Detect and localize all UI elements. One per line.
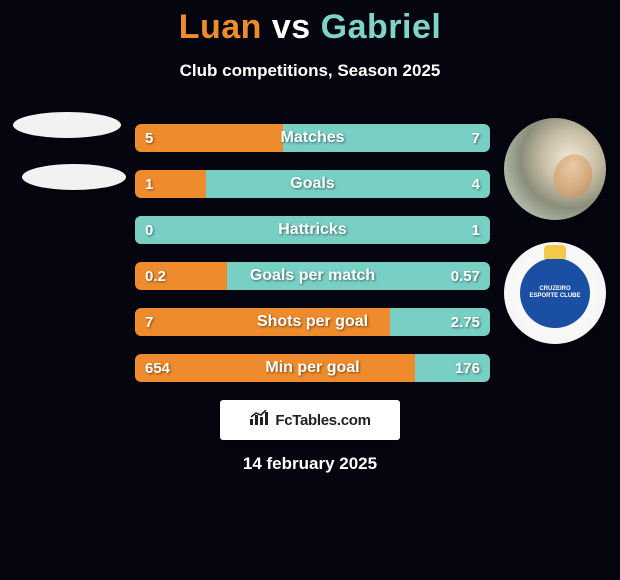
left-badge-placeholder [22, 164, 126, 190]
bar-value-right: 176 [455, 354, 480, 382]
bar-value-right: 4 [472, 170, 480, 198]
bar-fill-left [135, 124, 283, 152]
bar-fill-left [135, 354, 415, 382]
bar-value-right: 1 [472, 216, 480, 244]
bar-fill-left [135, 308, 390, 336]
bar-value-left: 654 [145, 354, 170, 382]
player-photo [504, 118, 606, 220]
vs-label: vs [272, 8, 311, 46]
club-crest: CRUZEIRO ESPORTE CLUBE [504, 242, 606, 344]
subtitle: Club competitions, Season 2025 [0, 61, 620, 81]
left-badge-placeholder [13, 112, 121, 138]
bar-value-right: 0.57 [451, 262, 480, 290]
comparison-bars: 57Matches14Goals01Hattricks0.20.57Goals … [135, 124, 490, 400]
page-title: Luan vs Gabriel [0, 0, 620, 47]
footer-date: 14 february 2025 [0, 454, 620, 474]
bar-row: 0.20.57Goals per match [135, 262, 490, 290]
bar-value-left: 7 [145, 308, 153, 336]
crest-text: CRUZEIRO ESPORTE CLUBE [520, 286, 590, 300]
bar-row: 01Hattricks [135, 216, 490, 244]
player1-name: Luan [179, 8, 262, 46]
bar-value-left: 5 [145, 124, 153, 152]
bar-value-left: 0.2 [145, 262, 166, 290]
brand-text: FcTables.com [275, 412, 370, 429]
crest-shield-icon: CRUZEIRO ESPORTE CLUBE [520, 258, 590, 328]
bar-row: 654176Min per goal [135, 354, 490, 382]
brand-chart-icon [249, 410, 269, 431]
bar-fill-right [206, 170, 490, 198]
bar-value-left: 1 [145, 170, 153, 198]
left-badge-column [4, 112, 129, 216]
bar-value-left: 0 [145, 216, 153, 244]
bar-row: 57Matches [135, 124, 490, 152]
right-badge-column: CRUZEIRO ESPORTE CLUBE [500, 118, 610, 366]
bar-fill-right [135, 216, 490, 244]
brand-badge: FcTables.com [220, 400, 400, 440]
player2-name: Gabriel [321, 8, 442, 46]
bar-row: 14Goals [135, 170, 490, 198]
bar-value-right: 2.75 [451, 308, 480, 336]
bar-value-right: 7 [472, 124, 480, 152]
bar-row: 72.75Shots per goal [135, 308, 490, 336]
bar-fill-right [283, 124, 490, 152]
